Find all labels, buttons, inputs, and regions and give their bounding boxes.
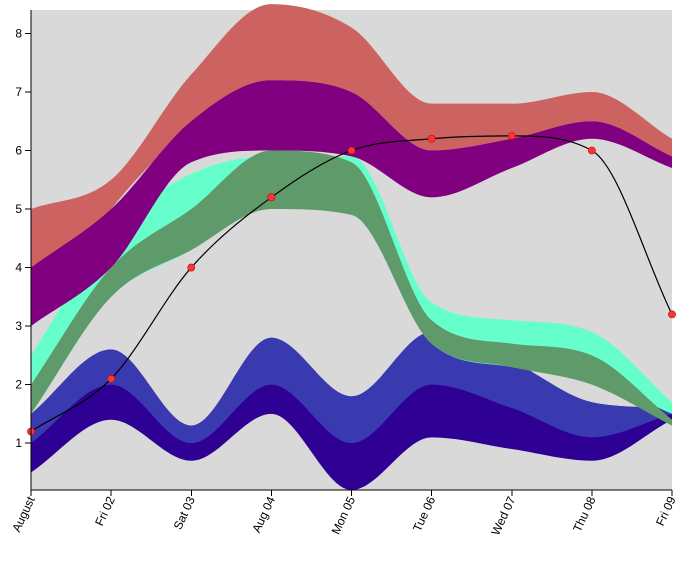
- data-point-3: [267, 193, 276, 202]
- x-tick-label: Aug 04: [249, 494, 278, 535]
- x-tick-label: August: [9, 494, 38, 534]
- x-tick-label: Wed 07: [488, 494, 518, 537]
- x-tick-label: Tue 06: [410, 494, 438, 534]
- y-tick-label: 6: [15, 143, 22, 157]
- x-tick-label: Fri 09: [653, 494, 679, 528]
- data-point-2: [187, 263, 196, 272]
- band-area-1: [31, 331, 672, 444]
- data-point-5: [427, 134, 436, 143]
- band-area-4: [31, 4, 672, 327]
- x-tick-label: Mon 05: [329, 494, 359, 536]
- y-tick-label: 3: [15, 319, 22, 333]
- data-point-1: [107, 374, 116, 383]
- y-tick-label: 5: [15, 202, 22, 216]
- y-tick-label: 4: [15, 261, 22, 275]
- band-area-5: [31, 80, 672, 327]
- y-tick-label: 8: [15, 26, 22, 40]
- x-tick-label: Fri 02: [92, 494, 118, 528]
- data-point-8: [668, 310, 676, 319]
- band-area-3: [31, 150, 672, 426]
- y-tick-label: 7: [15, 85, 22, 99]
- data-point-6: [507, 131, 516, 140]
- y-tick-label: 2: [15, 378, 22, 392]
- data-point-4: [347, 146, 356, 155]
- x-tick-label: Sat 03: [171, 494, 198, 532]
- band-layer: [31, 4, 672, 490]
- data-point-7: [587, 146, 596, 155]
- x-tick-label: Thu 08: [570, 494, 599, 534]
- y-tick-label: 1: [15, 436, 22, 450]
